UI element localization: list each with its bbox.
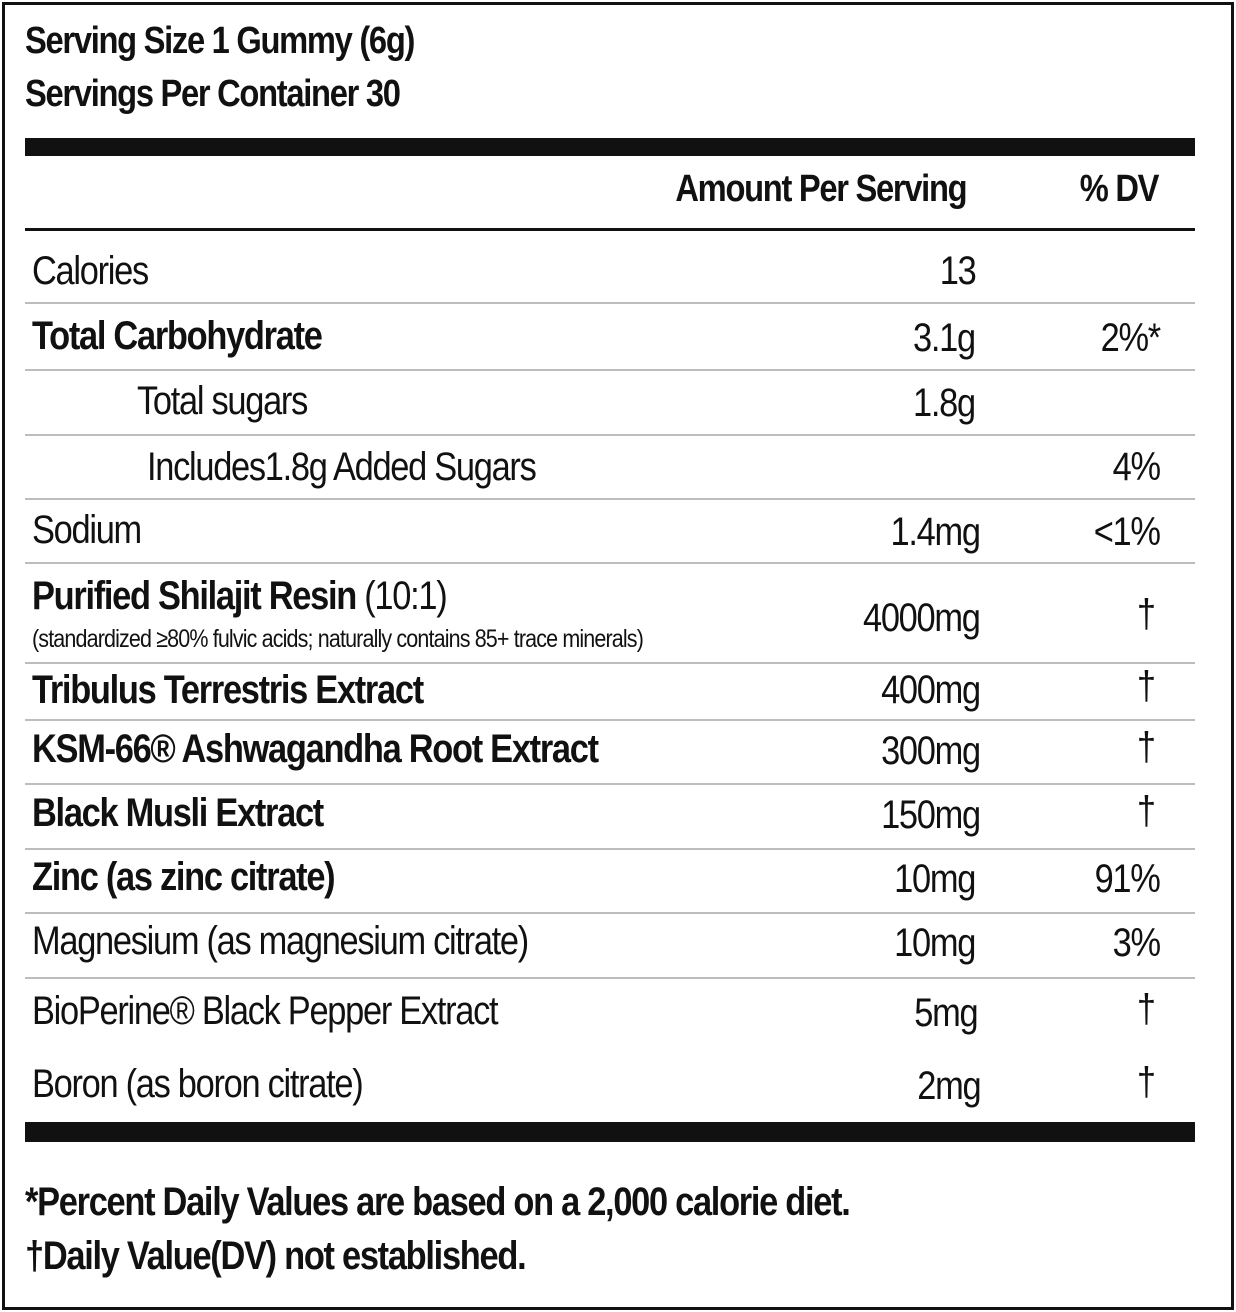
nutrient-dv: 3% [1112,921,1161,965]
nutrient-dv: 4% [1112,445,1161,489]
servings-per-container: Servings Per Container 30 [25,73,401,115]
nutrient-dv: † [1137,789,1156,833]
nutrient-row-zinc: Zinc (as zinc citrate) 10mg 91% [25,850,1195,914]
nutrient-row-sodium: Sodium 1.4mg <1% [25,500,1195,564]
nutrient-name: Zinc (as zinc citrate) [32,855,336,899]
nutrient-ratio: (10:1) [364,574,447,618]
nutrient-row-calories: Calories 13 [25,231,1195,304]
nutrient-dv: † [1137,592,1156,636]
nutrient-name: Calories [32,249,149,293]
nutrient-amount: 4000mg [863,596,981,640]
amount-per-serving-header: Amount Per Serving [675,168,967,210]
dv-header: % DV [1079,168,1160,210]
nutrient-amount: 400mg [881,668,981,712]
serving-size: Serving Size 1 Gummy (6g) [25,20,415,62]
nutrient-amount: 13 [939,249,976,293]
nutrient-name: BioPerine® Black Pepper Extract [32,989,499,1033]
nutrient-dv: 2%* [1100,316,1162,360]
nutrient-row-ashwagandha: KSM-66® Ashwagandha Root Extract 300mg † [25,721,1195,785]
nutrient-amount: 2mg [916,1064,981,1108]
nutrient-dv: <1% [1094,510,1161,554]
nutrient-row-total-carbohydrate: Total Carbohydrate 3.1g 2%* [25,304,1195,371]
nutrient-row-boron: Boron (as boron citrate) 2mg † [25,1050,1195,1120]
nutrient-dv: † [1137,1060,1156,1104]
nutrient-amount: 10mg [894,857,976,901]
nutrient-name: Sodium [32,508,142,552]
nutrient-name-bold: Purified Shilajit Resin [32,574,357,618]
nutrient-row-bioperine: BioPerine® Black Pepper Extract 5mg † [25,979,1195,1049]
nutrient-name: Includes1.8g Added Sugars [147,445,537,489]
nutrient-dv: 91% [1095,857,1161,901]
nutrient-dv: † [1137,987,1156,1031]
nutrient-amount: 150mg [881,793,981,837]
nutrient-note: (standardized ≥80% fulvic acids; natural… [32,625,644,653]
nutrient-amount: 1.4mg [890,510,981,554]
footnote-percent-dv: *Percent Daily Values are based on a 2,0… [25,1180,851,1224]
nutrient-dv: † [1137,725,1156,769]
header-divider [25,228,1195,231]
nutrient-amount: 3.1g [913,316,976,360]
nutrient-name: KSM-66® Ashwagandha Root Extract [32,727,599,771]
nutrient-row-total-sugars: Total sugars 1.8g [25,371,1195,436]
nutrient-amount: 10mg [894,921,976,965]
nutrient-amount: 1.8g [913,381,976,425]
nutrient-row-added-sugars: Includes1.8g Added Sugars 4% [25,436,1195,500]
nutrient-name: Total Carbohydrate [32,314,323,358]
nutrient-name: Total sugars [137,379,308,423]
nutrient-dv: † [1137,664,1156,708]
footnote-dv-not-established: †Daily Value(DV) not established. [25,1234,527,1278]
nutrient-row-magnesium: Magnesium (as magnesium citrate) 10mg 3% [25,914,1195,979]
nutrient-name: Purified Shilajit Resin (10:1) [32,574,448,619]
bottom-divider-bar [25,1122,1195,1142]
nutrient-row-black-musli: Black Musli Extract 150mg † [25,785,1195,850]
nutrient-amount: 5mg [913,991,978,1035]
nutrient-name: Tribulus Terrestris Extract [32,668,424,712]
nutrient-name: Magnesium (as magnesium citrate) [32,919,529,963]
top-divider-bar [25,138,1195,156]
nutrient-name: Boron (as boron citrate) [32,1062,364,1106]
nutrient-row-shilajit: Purified Shilajit Resin (10:1) (standard… [25,564,1195,664]
nutrient-name: Black Musli Extract [32,791,324,835]
nutrient-row-tribulus: Tribulus Terrestris Extract 400mg † [25,664,1195,721]
nutrient-amount: 300mg [881,729,981,773]
